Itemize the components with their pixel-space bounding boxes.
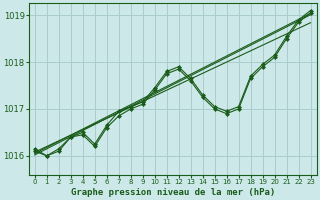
X-axis label: Graphe pression niveau de la mer (hPa): Graphe pression niveau de la mer (hPa) (70, 188, 275, 197)
